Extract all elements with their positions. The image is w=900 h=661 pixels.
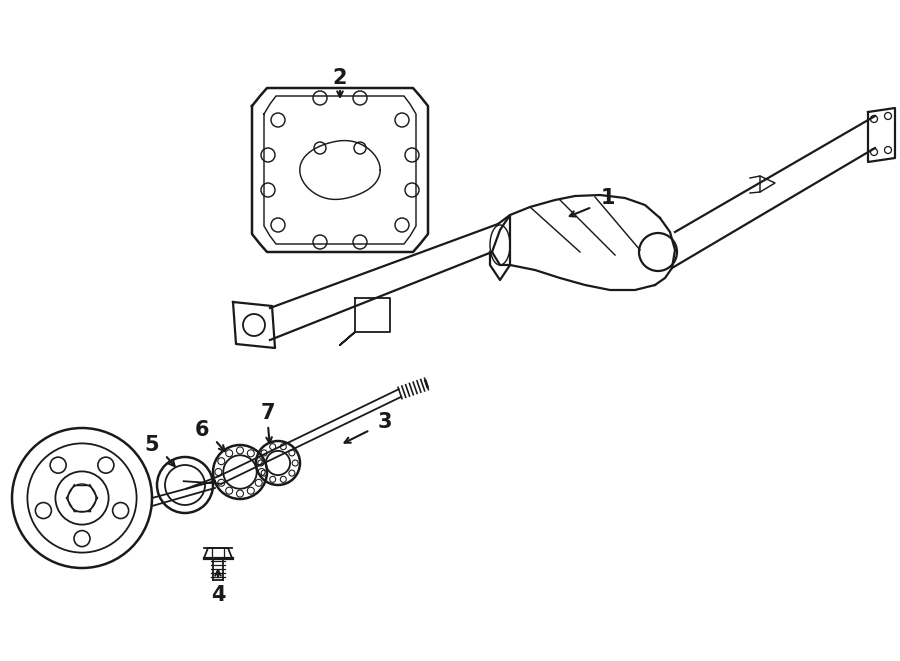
Text: 1: 1: [601, 188, 616, 208]
Text: 2: 2: [333, 68, 347, 88]
Text: 3: 3: [378, 412, 392, 432]
Text: 6: 6: [194, 420, 209, 440]
Text: 5: 5: [145, 435, 159, 455]
Text: 7: 7: [261, 403, 275, 423]
Text: 4: 4: [211, 585, 225, 605]
